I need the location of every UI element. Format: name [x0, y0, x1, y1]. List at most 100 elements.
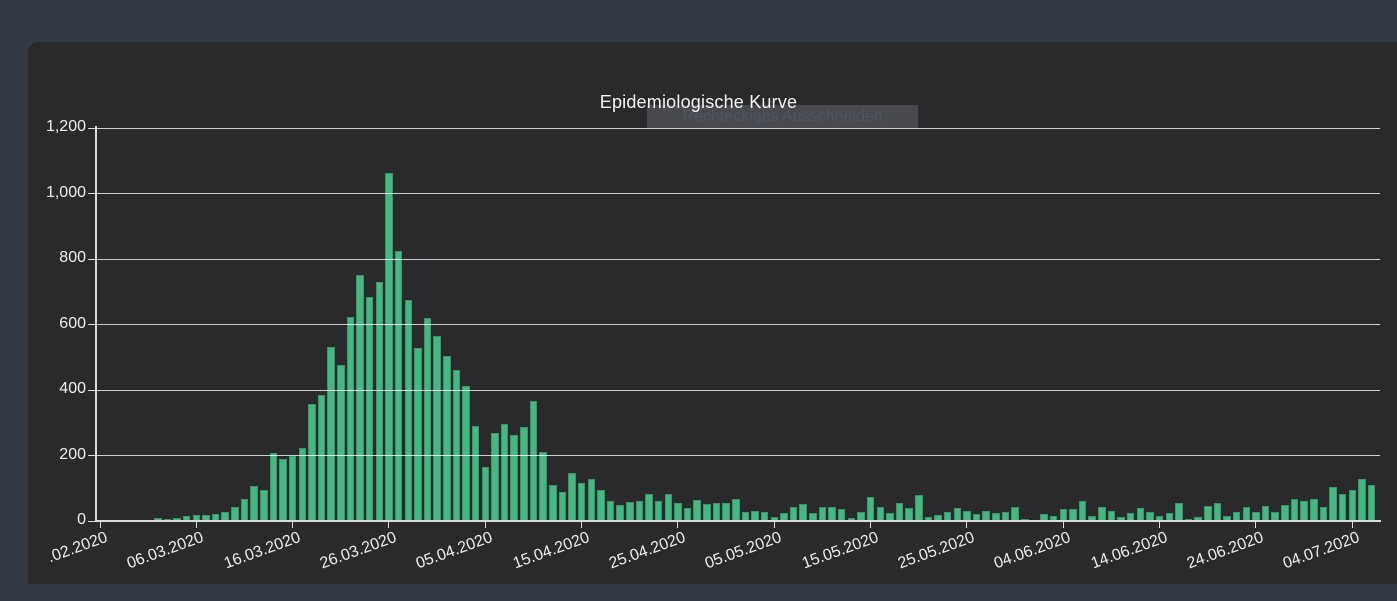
bar[interactable]	[857, 512, 865, 521]
bar[interactable]	[1165, 513, 1173, 521]
bar[interactable]	[471, 426, 480, 521]
bar[interactable]	[905, 508, 913, 521]
bar[interactable]	[654, 501, 663, 521]
bar[interactable]	[1059, 509, 1068, 521]
bar[interactable]	[693, 500, 701, 521]
bar[interactable]	[1040, 514, 1048, 521]
bar[interactable]	[1001, 512, 1010, 521]
bar[interactable]	[317, 395, 326, 521]
bar[interactable]	[1223, 515, 1231, 521]
bar[interactable]	[789, 507, 798, 521]
bar[interactable]	[1348, 489, 1357, 521]
bar[interactable]	[308, 404, 316, 521]
bar[interactable]	[866, 497, 875, 521]
bar[interactable]	[1358, 479, 1366, 521]
bar[interactable]	[1107, 510, 1116, 521]
bar[interactable]	[1300, 500, 1308, 521]
bar[interactable]	[1252, 512, 1260, 521]
bar[interactable]	[327, 346, 335, 521]
bar[interactable]	[288, 455, 297, 521]
bar[interactable]	[635, 501, 644, 521]
bar[interactable]	[250, 485, 258, 521]
bar[interactable]	[481, 466, 490, 521]
bar[interactable]	[876, 507, 885, 521]
bar[interactable]	[1329, 486, 1337, 521]
bar[interactable]	[1204, 505, 1212, 521]
bar[interactable]	[732, 499, 740, 521]
bar[interactable]	[1213, 502, 1222, 521]
bar[interactable]	[452, 370, 461, 521]
bar[interactable]	[558, 491, 567, 521]
bar[interactable]	[500, 423, 509, 521]
bar[interactable]	[799, 503, 807, 521]
bar[interactable]	[1078, 501, 1087, 521]
bar[interactable]	[568, 473, 576, 521]
bar[interactable]	[616, 504, 624, 521]
bar[interactable]	[173, 517, 181, 521]
bar[interactable]	[269, 452, 278, 521]
bar[interactable]	[1281, 504, 1289, 521]
bar[interactable]	[886, 513, 894, 521]
bar[interactable]	[491, 433, 499, 521]
bar[interactable]	[443, 356, 451, 521]
bar[interactable]	[953, 508, 962, 521]
bar[interactable]	[529, 401, 538, 521]
bar[interactable]	[587, 479, 596, 521]
bar[interactable]	[924, 516, 933, 521]
bar[interactable]	[520, 427, 528, 521]
bar[interactable]	[1069, 509, 1077, 521]
bar[interactable]	[1319, 507, 1328, 521]
bar[interactable]	[394, 250, 403, 521]
bar[interactable]	[712, 503, 721, 521]
bar[interactable]	[1049, 515, 1058, 521]
bar[interactable]	[1155, 515, 1164, 521]
bar[interactable]	[703, 503, 711, 521]
bar[interactable]	[539, 451, 547, 521]
bar[interactable]	[606, 501, 615, 521]
bar[interactable]	[462, 386, 470, 521]
bar[interactable]	[549, 484, 557, 521]
bar[interactable]	[818, 506, 827, 521]
bar[interactable]	[1175, 503, 1183, 521]
bar[interactable]	[760, 512, 769, 521]
bar[interactable]	[202, 515, 210, 521]
bar[interactable]	[1290, 499, 1299, 521]
bar[interactable]	[510, 434, 518, 521]
bar[interactable]	[356, 275, 364, 521]
bar[interactable]	[741, 511, 750, 521]
bar[interactable]	[346, 316, 355, 521]
bar[interactable]	[1261, 505, 1270, 521]
bar[interactable]	[683, 507, 692, 521]
bar[interactable]	[982, 510, 990, 521]
bar[interactable]	[414, 348, 422, 521]
bar[interactable]	[972, 514, 981, 521]
bar[interactable]	[1271, 511, 1279, 521]
bar[interactable]	[780, 513, 788, 521]
bar[interactable]	[1194, 516, 1202, 521]
bar[interactable]	[1338, 494, 1347, 521]
bar[interactable]	[645, 494, 653, 521]
bar[interactable]	[1126, 513, 1135, 521]
bar[interactable]	[963, 510, 971, 521]
bar[interactable]	[433, 336, 441, 521]
bar[interactable]	[597, 489, 605, 521]
bar[interactable]	[211, 513, 220, 521]
bar[interactable]	[770, 516, 779, 521]
bar[interactable]	[1232, 511, 1241, 521]
bar[interactable]	[1310, 499, 1318, 521]
bar[interactable]	[385, 172, 393, 521]
bar[interactable]	[423, 317, 432, 521]
bar[interactable]	[298, 448, 307, 521]
bar[interactable]	[1098, 507, 1106, 521]
bar[interactable]	[1136, 508, 1145, 521]
bar[interactable]	[404, 299, 412, 521]
bar[interactable]	[828, 507, 836, 521]
bar[interactable]	[751, 510, 759, 521]
bar[interactable]	[847, 518, 856, 521]
bar[interactable]	[895, 503, 904, 521]
bar[interactable]	[337, 365, 345, 521]
bar[interactable]	[221, 511, 229, 521]
bar[interactable]	[992, 513, 1000, 521]
bar[interactable]	[260, 489, 268, 521]
bar[interactable]	[809, 513, 817, 521]
